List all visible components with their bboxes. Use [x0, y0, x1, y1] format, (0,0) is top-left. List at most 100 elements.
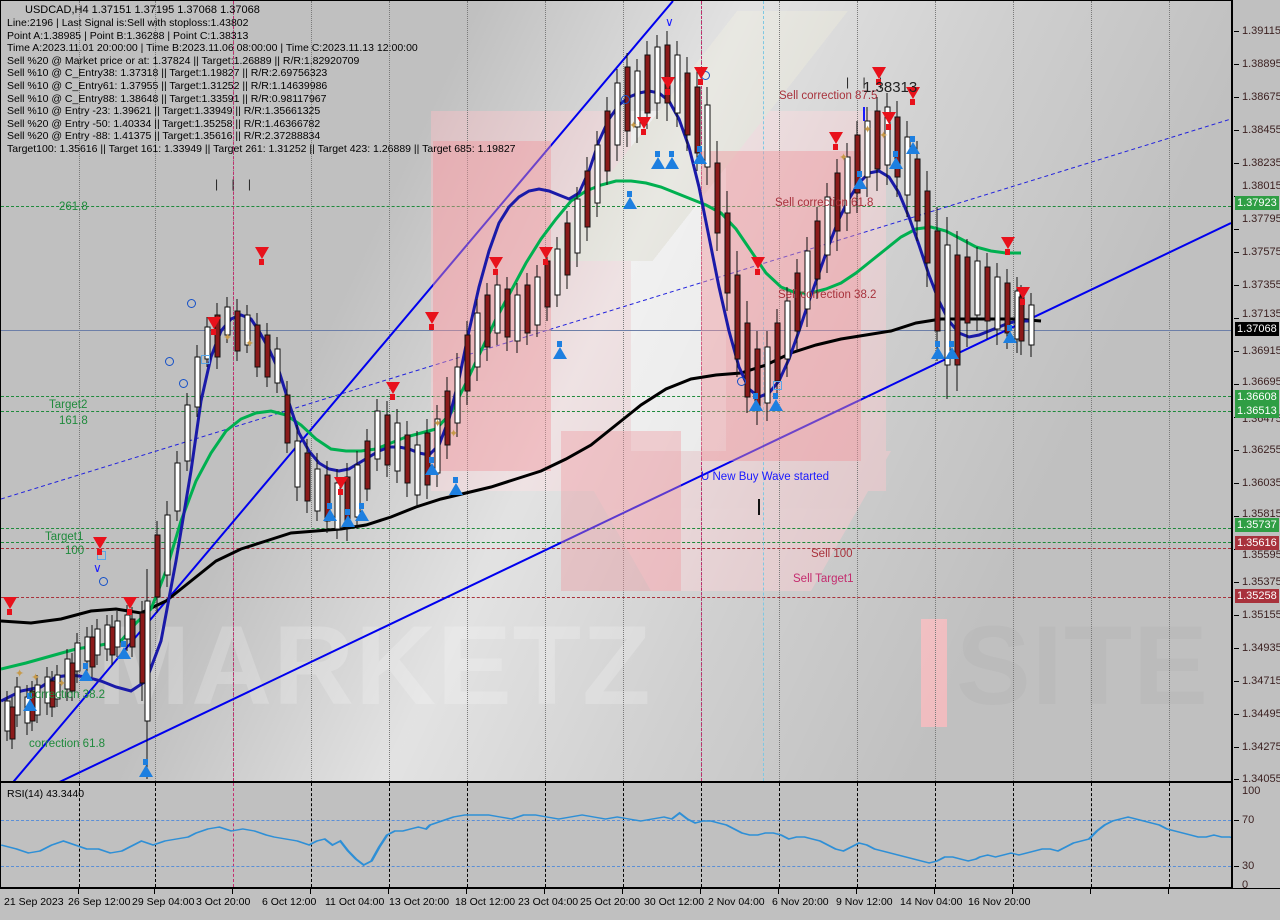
- grid-line-v: [1169, 1, 1170, 781]
- buy-arrow: [945, 347, 959, 359]
- axis-tick: [1234, 31, 1239, 32]
- price-tick-label: 1.35375: [1242, 576, 1280, 588]
- last-price-line: [1, 330, 1231, 331]
- time-tick-label: 26 Sep 12:00: [68, 896, 131, 908]
- sell-arrow-stem: [910, 99, 915, 105]
- circle-marker: [99, 577, 108, 586]
- sell-arrow: [207, 317, 221, 329]
- info-line: Sell %10 @ C_Entry61: 1.37955 || Target:…: [7, 79, 328, 92]
- grid-line-v-rsi: [389, 783, 390, 887]
- price-tick-label: 1.34495: [1242, 708, 1280, 720]
- circle-marker: [737, 377, 746, 386]
- axis-tick: [934, 888, 935, 894]
- price-pane[interactable]: MARKETZ SITE: [0, 0, 1232, 782]
- sell-arrow: [661, 77, 675, 89]
- grid-line-v: [545, 1, 546, 781]
- square-marker: [201, 355, 210, 364]
- axis-tick: [1234, 318, 1239, 319]
- blue-tick-mark: [863, 107, 865, 121]
- sell-arrow-stem: [127, 609, 132, 615]
- axis-tick: [1234, 130, 1239, 131]
- buy-arrow: [1003, 331, 1017, 343]
- buy-arrow: [853, 177, 867, 189]
- buy-arrow: [769, 399, 783, 411]
- sell-arrow: [751, 257, 765, 269]
- buy-arrow-stem: [453, 477, 458, 483]
- buy-arrow: [906, 142, 920, 154]
- time-tick-label: 2 Nov 04:00: [708, 896, 765, 908]
- rsi-plot-area[interactable]: RSI(14) 43.3440: [1, 783, 1231, 887]
- star-marker: ✦: [15, 668, 25, 680]
- price-tick-label: 1.36035: [1242, 477, 1280, 489]
- price-tick-label: 1.38675: [1242, 91, 1280, 103]
- axis-tick: [154, 888, 155, 894]
- time-axis[interactable]: 21 Sep 2023 26 Sep 12:00 29 Sep 04:00 3 …: [0, 888, 1280, 920]
- axis-tick: [1234, 450, 1239, 451]
- circle-marker: [179, 379, 188, 388]
- grid-line-v-rsi: [311, 783, 312, 887]
- grid-line-v-rsi: [935, 783, 936, 887]
- sell-arrow: [872, 67, 886, 79]
- axis-tick: [1234, 747, 1239, 748]
- buy-arrow-stem: [669, 151, 674, 157]
- time-tick-label: 23 Oct 04:00: [518, 896, 579, 908]
- buy-arrow: [117, 647, 131, 659]
- axis-tick: [1234, 351, 1239, 352]
- axis-tick: [1168, 888, 1169, 894]
- price-tick-label: 1.34275: [1242, 741, 1280, 753]
- annotation-new-buy-wave: U New Buy Wave started: [701, 471, 830, 483]
- buy-arrow: [79, 669, 93, 681]
- level-line-261-8: [1, 206, 1231, 207]
- time-tick-label: 6 Oct 12:00: [262, 896, 317, 908]
- buy-arrow-stem: [143, 759, 148, 765]
- highlight-box-1: [433, 141, 551, 471]
- star-marker: ✦: [629, 120, 639, 132]
- price-tick-label: 1.37795: [1242, 213, 1280, 225]
- price-plot-area[interactable]: MARKETZ SITE: [1, 1, 1231, 781]
- price-tick-label: 1.35155: [1242, 609, 1280, 621]
- sell-arrow: [1016, 287, 1030, 299]
- price-tick-label: 1.37135: [1242, 308, 1280, 320]
- marker-line-c: [763, 1, 764, 781]
- buy-arrow-stem: [359, 503, 364, 509]
- buy-arrow-stem: [1007, 325, 1012, 331]
- sell-arrow-stem: [886, 124, 891, 130]
- price-tick-label: 1.38015: [1242, 180, 1280, 192]
- buy-arrow-stem: [697, 146, 702, 152]
- grid-line-v: [935, 1, 936, 781]
- axis-tick: [1234, 779, 1239, 780]
- info-line: Time A:2023.11.01 20:00:00 | Time B:2023…: [7, 42, 418, 55]
- time-tick-label: 13 Oct 20:00: [389, 896, 450, 908]
- price-badge-target: 1.35616: [1235, 536, 1279, 550]
- sell-arrow-stem: [97, 549, 102, 555]
- buy-arrow: [355, 509, 369, 521]
- axis-tick: [466, 888, 467, 894]
- buy-arrow: [623, 197, 637, 209]
- sell-arrow-stem: [259, 259, 264, 265]
- level-line-100: [1, 542, 1231, 543]
- rsi-tick-label: 100: [1242, 785, 1261, 797]
- symbol-ohlc-line: USDCAD,H4 1.37151 1.37195 1.37068 1.3706…: [25, 4, 260, 16]
- price-tick-label: 1.39115: [1242, 25, 1280, 37]
- buy-arrow-stem: [773, 393, 778, 399]
- buy-arrow: [323, 509, 337, 521]
- axis-tick: [1090, 888, 1091, 894]
- rsi-pane[interactable]: RSI(14) 43.3440: [0, 782, 1232, 888]
- circle-marker: [187, 299, 196, 308]
- price-tick-label: 1.36255: [1242, 444, 1280, 456]
- rsi-axis[interactable]: 100 70 30 0: [1232, 782, 1280, 891]
- axis-tick: [1234, 252, 1239, 253]
- rsi-label: RSI(14) 43.3440: [7, 788, 85, 800]
- info-line: Sell %20 @ Entry -88: 1.41375 || Target:…: [7, 130, 321, 143]
- sell-arrow: [425, 312, 439, 324]
- sell-arrow-stem: [1020, 299, 1025, 305]
- buy-arrow: [139, 765, 153, 777]
- axis-tick: [1234, 582, 1239, 583]
- grid-line-v-rsi: [545, 783, 546, 887]
- grid-line-v: [857, 1, 858, 781]
- sell-arrow: [906, 87, 920, 99]
- grid-line-v: [79, 1, 80, 781]
- time-tick-label: 30 Oct 12:00: [644, 896, 705, 908]
- price-axis[interactable]: 1.39115 1.38895 1.38675 1.38455 1.38235 …: [1232, 0, 1280, 785]
- axis-tick: [1234, 516, 1239, 517]
